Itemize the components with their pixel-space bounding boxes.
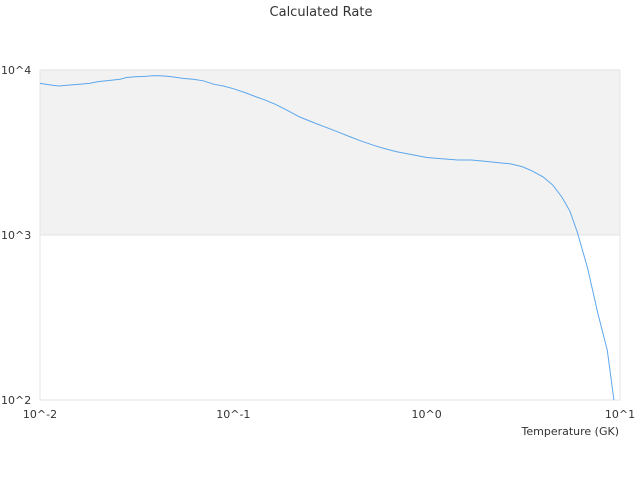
- series-line: [39, 75, 615, 401]
- x-axis-label: Temperature (GK): [521, 425, 620, 438]
- x-tick-label: 10^0: [412, 408, 442, 421]
- x-tick-label: 10^1: [605, 408, 635, 421]
- shaded-band: [40, 70, 620, 235]
- x-tick-label: 10^-1: [216, 408, 250, 421]
- y-tick-label: 10^3: [1, 229, 31, 242]
- y-tick-label: 10^4: [1, 64, 31, 77]
- y-tick-label: 10^2: [1, 394, 31, 407]
- chart-title: Calculated Rate: [270, 5, 373, 20]
- x-tick-label: 10^-2: [23, 408, 57, 421]
